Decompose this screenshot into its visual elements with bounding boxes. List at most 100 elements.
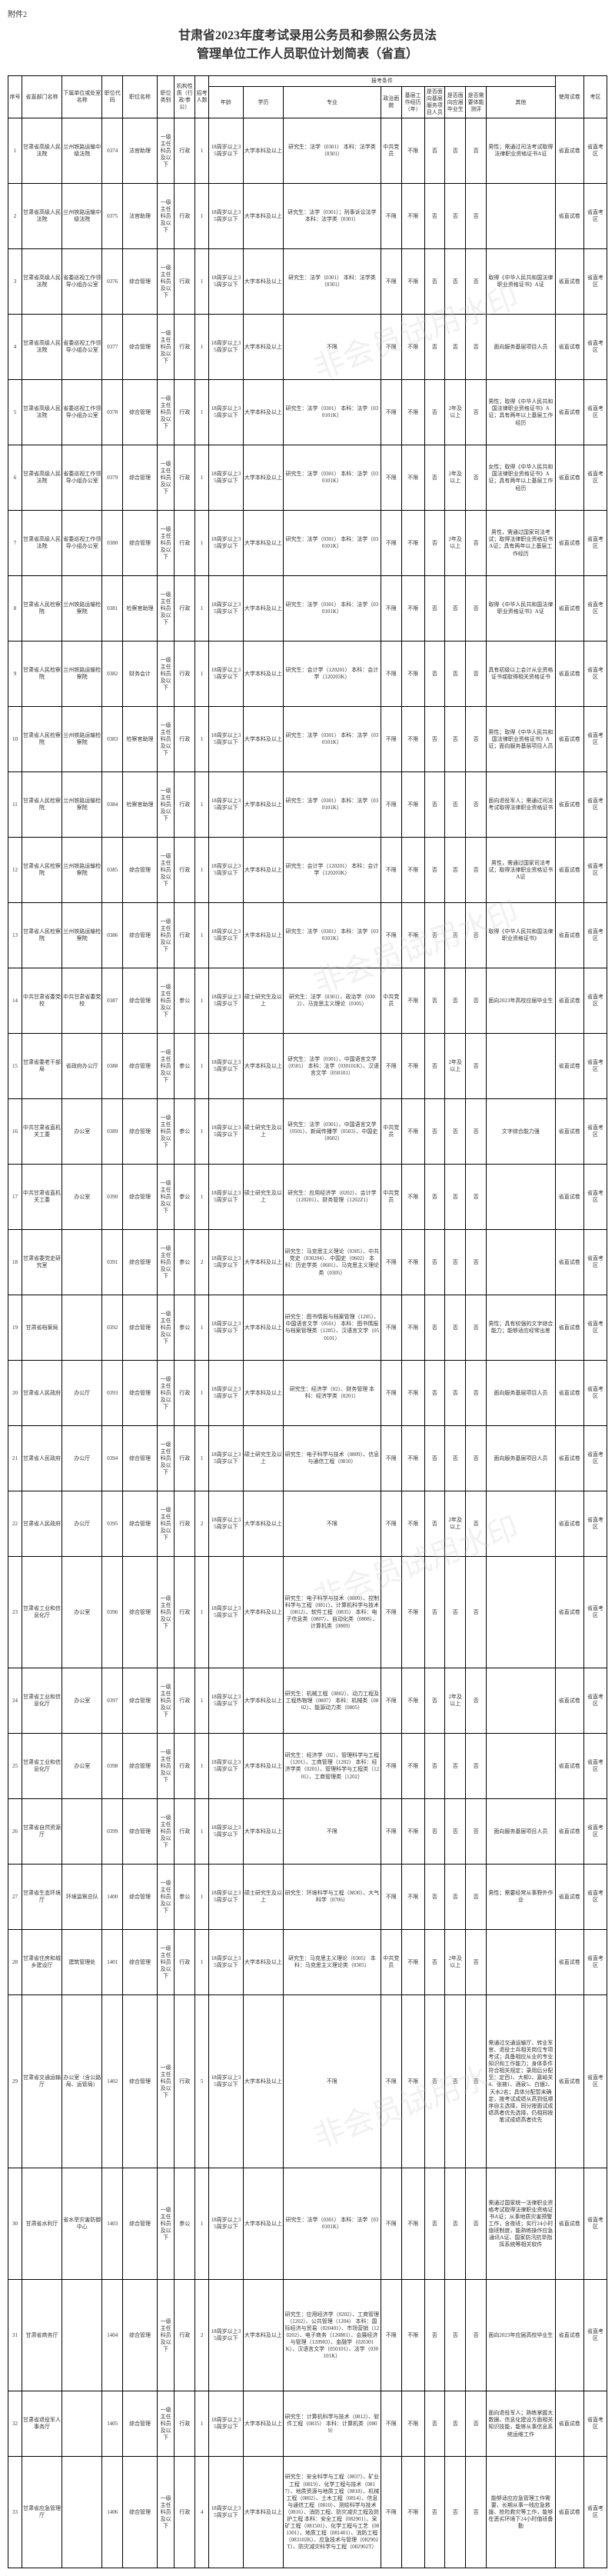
table-cell: 兰州铁路运输检察院 [62, 576, 102, 642]
table-cell: 否 [466, 184, 487, 249]
table-cell: 1404 [102, 2280, 123, 2391]
table-cell: 一级主任科员及以下 [157, 968, 174, 1034]
table-cell: 甘肃省退役军人事务厅 [22, 2391, 62, 2457]
table-cell: 0379 [102, 445, 123, 511]
table-cell: 5 [195, 1995, 209, 2168]
table-cell: 省直考区 [583, 2168, 607, 2280]
table-cell: 否 [445, 903, 466, 968]
table-cell: 0386 [102, 903, 123, 968]
table-cell: 中共党员 [381, 1165, 401, 1230]
table-cell: 一级主任科员及以下 [157, 1668, 174, 1734]
table-cell: 18周岁以上35周岁以下 [209, 772, 244, 838]
table-cell: 否 [466, 968, 487, 1034]
table-cell: 省直考区 [583, 1734, 607, 1799]
table-cell: 取得《中华人民共和国法律职业资格证书》 [487, 903, 556, 968]
table-cell: 否 [445, 1995, 466, 2168]
table-cell [487, 1491, 556, 1557]
table-cell: 18周岁以上35周岁以下 [209, 1361, 244, 1426]
table-cell: 综合管理 [123, 445, 158, 511]
table-cell: 不限 [401, 968, 424, 1034]
table-cell: 不限 [401, 249, 424, 315]
table-cell: 甘肃省高级人民法院 [22, 315, 62, 380]
table-cell: 法官助理 [123, 118, 158, 184]
table-cell [487, 1557, 556, 1668]
table-cell: 7 [8, 511, 22, 576]
table-cell: 综合管理 [123, 2457, 158, 2568]
table-cell: 行政 [175, 707, 195, 772]
table-cell: 否 [445, 1799, 466, 1865]
table-cell: 29 [8, 1995, 22, 2168]
table-cell: 不限 [381, 511, 401, 576]
table-row: 29甘肃省交通运输厅办公室（含公路局、运管局）1402综合管理一级主任科员及以下… [8, 1995, 607, 2168]
table-cell: 11 [8, 772, 22, 838]
table-cell: 省直考区 [583, 1865, 607, 1930]
table-cell: 不限 [381, 1491, 401, 1557]
table-cell: 否 [445, 2391, 466, 2457]
table-cell: 18周岁以上35周岁以下 [209, 903, 244, 968]
table-cell: 大学本科及以上 [243, 642, 283, 707]
table-cell: 18周岁以上35周岁以下 [209, 249, 244, 315]
table-cell: 1 [195, 1799, 209, 1865]
title-line-1: 甘肃省2023年度考试录用公务员和参照公务员法 [178, 29, 437, 42]
table-cell: 33 [8, 2457, 22, 2568]
table-cell: 一级主任科员及以下 [157, 2457, 174, 2568]
table-cell: 否 [466, 2280, 487, 2391]
table-cell: 否 [466, 576, 487, 642]
page-title: 甘肃省2023年度考试录用公务员和参照公务员法 管理单位工作人员职位计划简表（省… [8, 27, 607, 64]
table-cell [487, 1034, 556, 1099]
table-cell: 0381 [102, 576, 123, 642]
table-cell: 甘肃省生态环境厅 [22, 1865, 62, 1930]
table-cell: 14 [8, 968, 22, 1034]
table-cell: 不限 [381, 1995, 401, 2168]
table-cell: 0394 [102, 1426, 123, 1491]
table-cell: 否 [424, 2168, 445, 2280]
th-unit: 下属单位或处室名称 [62, 76, 102, 118]
table-cell: 2年及以上 [445, 1930, 466, 1995]
table-cell: 省直考区 [583, 576, 607, 642]
table-cell: 省直考区 [583, 1034, 607, 1099]
table-cell: 参公 [175, 1099, 195, 1165]
table-cell: 男性，需通过国家司法考试；取得法律职业资格证书A证 [487, 838, 556, 903]
table-cell: 省直试卷 [555, 1995, 583, 2168]
table-cell [487, 1165, 556, 1230]
table-cell: 不限 [381, 249, 401, 315]
table-cell: 一级主任科员及以下 [157, 1230, 174, 1295]
table-cell: 甘肃省高级人民法院 [22, 184, 62, 249]
table-cell: 大学本科及以上 [243, 249, 283, 315]
table-cell: 综合管理 [123, 2168, 158, 2280]
table-cell: 办公室 [62, 1099, 102, 1165]
table-cell: 研究生：法学（0301） 本科：法学（030101K） [284, 380, 381, 445]
table-cell: 面向服务基层项目人员 [487, 1799, 556, 1865]
table-cell: 研究生：电子科学与技术（0809）、控制科学与工程（0811）、计算机科学与技术… [284, 1557, 381, 1668]
table-cell: 省直试卷 [555, 1668, 583, 1734]
table-cell: 一级主任科员及以下 [157, 1295, 174, 1361]
table-cell: 一级主任科员及以下 [157, 903, 174, 968]
table-cell: 面向退役军人；熟练掌握大数据、信息化建设方面相关知识技能，能够从事信息系统运维工… [487, 2391, 556, 2457]
table-row: 26甘肃省自然资源厅0399综合管理一级主任科员及以下行政118周岁以上35周岁… [8, 1799, 607, 1865]
table-cell: 否 [466, 838, 487, 903]
table-row: 23甘肃省工业和信息化厅办公室0396综合管理一级主任科员及以下行政118周岁以… [8, 1557, 607, 1668]
table-cell: 省直考区 [583, 1799, 607, 1865]
table-cell: 否 [466, 1165, 487, 1230]
table-cell: 中共党员 [381, 1099, 401, 1165]
table-cell: 研究生：机械工程（0802）、动力工程及工程热物理（0807） 本科：机械类（0… [284, 1668, 381, 1734]
table-cell: 行政 [175, 445, 195, 511]
table-cell: 中共党员 [381, 1930, 401, 1995]
table-cell: 18周岁以上35周岁以下 [209, 968, 244, 1034]
table-cell: 研究生：马克思主义理论（0305）、中共党史（030204）、中国史（0602）… [284, 1230, 381, 1295]
table-cell: 研究生：图书情报与档案管理（1205）、中国语言文学（0501） 本科：图书情报… [284, 1295, 381, 1361]
table-cell: 否 [445, 1295, 466, 1361]
table-cell: 否 [424, 1099, 445, 1165]
table-cell: 8 [8, 576, 22, 642]
table-cell: 不限 [381, 1426, 401, 1491]
table-cell: 不限 [401, 511, 424, 576]
table-cell [62, 2280, 102, 2391]
table-cell: 一级主任科员及以下 [157, 249, 174, 315]
table-row: 22甘肃省人民政府办公厅0395综合管理一级主任科员及以下行政218周岁以上35… [8, 1491, 607, 1557]
table-cell: 大学本科及以上 [243, 903, 283, 968]
table-cell: 18周岁以上35周岁以下 [209, 1995, 244, 2168]
table-cell: 省直考区 [583, 1295, 607, 1361]
table-cell: 24 [8, 1668, 22, 1734]
table-cell: 1 [195, 184, 209, 249]
table-cell: 一级主任科员及以下 [157, 118, 174, 184]
